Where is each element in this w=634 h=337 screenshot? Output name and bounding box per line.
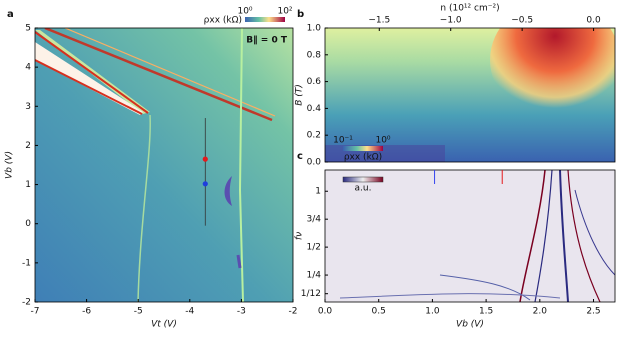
x-tick-label: -5 [134,307,143,317]
x-tick-label: -2 [289,307,298,317]
x-tick-label: 1.5 [479,307,493,317]
colorbar-tick-label: 10² [277,7,292,17]
y-tick-label: 0.4 [307,104,322,114]
y-tick-label: 0 [25,219,31,229]
x2-tick-label: −1.0 [440,16,462,26]
y-tick-label: 0.2 [307,131,321,141]
x-tick-label: -3 [237,307,246,317]
marker [202,156,208,162]
y-tick-label: -1 [22,258,31,268]
x2-tick-label: 0.0 [586,16,601,26]
colorbar-c [342,176,384,183]
y-tick-label: 1/2 [307,243,321,253]
x2-axis-label: n (10¹² cm⁻²) [440,4,499,14]
y-tick-label: 3 [25,102,31,112]
colorbar-tick-label: 10⁰ [237,7,252,17]
y-tick-label: 1/4 [307,271,322,281]
x-tick-label: -7 [31,307,40,317]
x-tick-label: 2.0 [533,307,548,317]
y-tick-label: -2 [22,298,31,308]
colorbar-label: ρxx (kΩ) [344,153,382,163]
y-tick-label: 3/4 [307,215,322,225]
x-tick-label: -6 [82,307,91,317]
heatmap-a [35,28,293,302]
x2-tick-label: −0.5 [511,16,533,26]
panel-label: c [297,151,303,162]
axes-frame [34,27,294,303]
x-axis-label: Vb (V) [456,320,484,330]
y-tick-label: 5 [25,24,31,34]
colorbar-a [245,17,285,22]
colorbar-b [343,146,383,151]
y-tick-label: 1 [25,180,31,190]
colorbar-tick-label: 10⁻¹ [333,136,353,146]
x-axis-label: Vt (V) [151,320,177,330]
colorbar-label: a.u. [355,184,372,194]
marker [202,181,208,187]
x-tick-label: -4 [185,307,194,317]
heatmap-b [325,28,615,162]
y-axis-label: B (T) [295,84,305,106]
y-tick-label: 0.8 [307,50,322,60]
x-tick-label: 1.0 [425,307,440,317]
y-tick-label: 2 [25,141,31,151]
axes-frame [324,169,616,303]
y-tick-label: 0.6 [307,77,322,87]
panel-label: b [297,9,304,20]
x-tick-label: 2.5 [586,307,600,317]
x-tick-label: 0.5 [372,307,386,317]
heatmap-c [325,170,615,302]
axes-frame [324,27,616,163]
y-axis-label: fν [295,232,305,240]
y-tick-label: 4 [25,63,31,73]
colorbar-tick-label: 10⁰ [375,136,390,146]
x2-tick-label: −1.5 [368,16,390,26]
panel-label: a [7,9,14,20]
y-tick-label: 1/12 [301,289,321,299]
annotation: B∥ = 0 T [246,36,288,46]
y-tick-label: 1.0 [307,24,322,34]
y-tick-label: 1 [315,187,321,197]
x-tick-label: 0.0 [318,307,333,317]
colorbar-label: ρxx (kΩ) [204,16,242,26]
y-axis-label: Vb (V) [5,151,15,179]
y-tick-label: 0.0 [307,158,322,168]
